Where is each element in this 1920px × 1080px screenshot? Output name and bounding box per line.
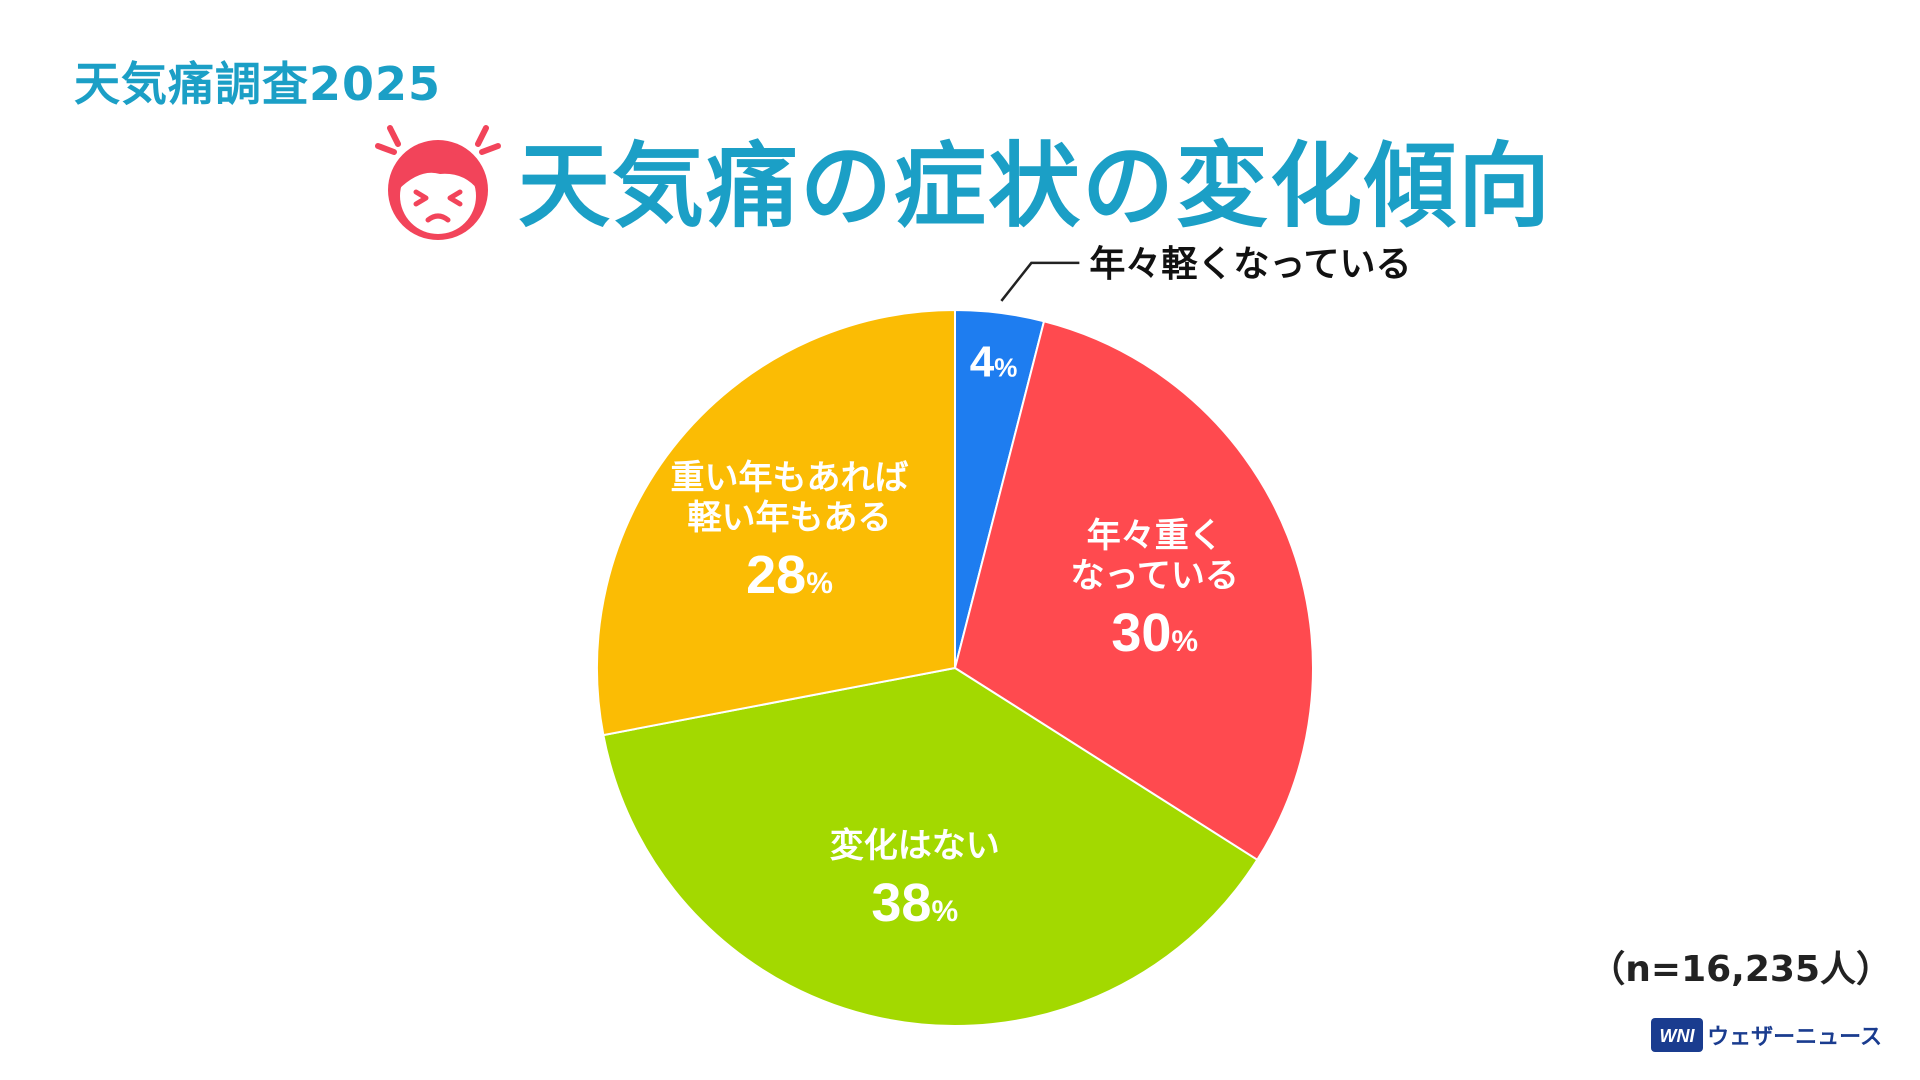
pie-slice-3 [596,308,956,737]
slice-value-0: 4% [970,338,1018,387]
slice-label-1-line-1: なっている [1071,556,1239,596]
chart-title: 天気痛の症状の変化傾向 [518,132,1553,240]
brand-name: ウェザーニュース [1707,1025,1882,1050]
weathernews-logo-icon: WNI [1651,1018,1704,1052]
title-row: 天気痛の症状の変化傾向 [368,108,1552,248]
brand-logo: WNI ウェザーニュース [1651,1018,1882,1052]
slice-label-0-outside: 年々軽くなっている [1089,244,1411,285]
headache-face-icon [375,125,501,240]
slice-value-2: 38% [871,873,958,933]
slice-value-1: 30% [1111,603,1198,663]
slice-leader-line-0 [1000,261,1080,302]
slice-label-1-line-0: 年々重く [1087,516,1223,556]
slice-label-2-line-0: 変化はない [830,826,1000,866]
slice-label-3-line-1: 軽い年もある [687,498,891,538]
brand-mark-text: WNI [1660,1026,1696,1046]
sample-size-note: （n=16,235人） [1589,949,1892,990]
slice-label-3-line-0: 重い年もあれば [670,458,908,498]
pie-slice-1 [953,320,1314,862]
pie-slice-2 [602,666,1259,1027]
slice-value-3: 28% [746,545,833,605]
survey-label: 天気痛調査2025 [74,57,442,111]
